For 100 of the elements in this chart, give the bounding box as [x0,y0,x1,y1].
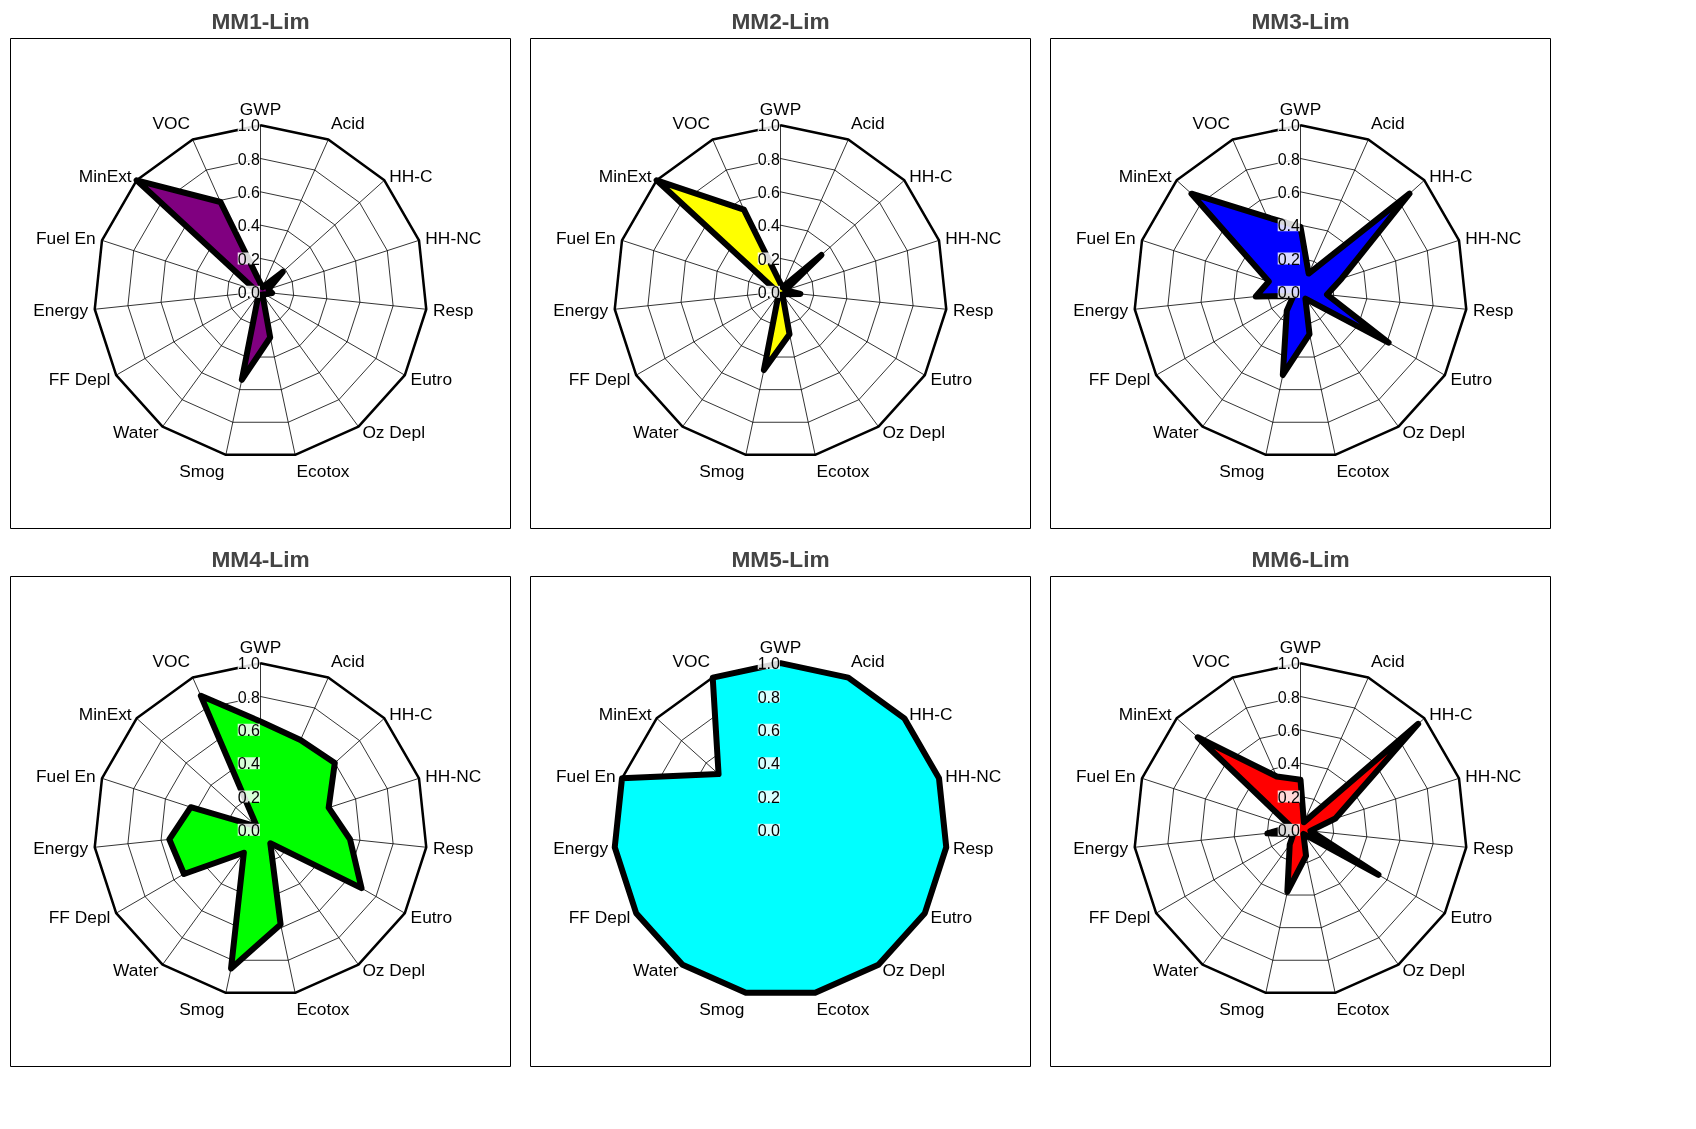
spoke-label: Fuel En [35,228,96,249]
y-tick-label: 0.4 [1277,755,1301,773]
spoke-label: Ecotox [1336,461,1390,482]
spoke-label: Oz Depl [1402,960,1465,981]
spoke-label: Eutro [410,368,453,389]
spoke-label: VOC [672,651,711,672]
spoke-label: Eutro [410,906,453,927]
spoke-label: VOC [672,113,711,134]
spoke-label: Smog [699,461,745,482]
spoke-label: Smog [699,999,745,1020]
spoke-label: Resp [432,299,474,320]
spoke-label: Eutro [1450,368,1493,389]
y-tick-label: 0.0 [237,283,261,301]
y-tick-label: 1.0 [237,117,261,135]
chart-title: MM2-Lim [731,7,830,34]
spoke-label: Energy [553,837,609,858]
spoke-label: MinExt [78,703,132,724]
spoke-label: Smog [1219,999,1265,1020]
y-tick-label: 1.0 [757,117,781,135]
spoke-label: MinExt [598,165,652,186]
y-tick-label: 0.0 [757,821,781,839]
spoke-label: HH-NC [425,766,482,787]
spoke-label: GWP [1279,636,1322,657]
spoke-label: Water [113,422,159,443]
chart-title: MM4-Lim [211,545,310,572]
spoke-label: Eutro [930,906,973,927]
spoke-label: GWP [759,98,802,119]
spoke-label: Resp [432,837,474,858]
spoke-label: HH-C [389,165,433,186]
spoke-label: Oz Depl [362,422,425,443]
y-tick-label: 0.6 [237,183,261,201]
spoke-label: Fuel En [35,766,96,787]
y-tick-label: 0.4 [757,755,781,773]
spoke-label: Water [633,960,679,981]
spoke-label: Fuel En [555,228,616,249]
spoke-label: Fuel En [1075,228,1136,249]
y-tick-label: 0.8 [757,688,781,706]
spoke-label: Acid [851,651,885,672]
spoke-label: HH-C [389,703,433,724]
spoke-label: FF Depl [1088,906,1151,927]
spoke-label: Resp [1472,837,1514,858]
chart-title: MM1-Lim [211,7,310,34]
spoke-label: Energy [553,299,609,320]
spoke-label: Water [1153,422,1199,443]
y-tick-label: 1.0 [237,655,261,673]
spoke-label: HH-C [909,165,953,186]
chart-title: MM5-Lim [731,545,830,572]
spoke-label: HH-C [1429,703,1473,724]
spoke-label: VOC [1192,651,1231,672]
spoke-label: VOC [152,113,191,134]
spoke-label: HH-NC [1465,766,1522,787]
spoke-label: Smog [179,461,225,482]
y-tick-label: 0.2 [1277,788,1301,806]
spoke-label: GWP [239,98,282,119]
spoke-label: Resp [952,299,994,320]
spoke-label: Ecotox [1336,999,1390,1020]
spoke-label: HH-C [909,703,953,724]
spoke-label: MinExt [1118,165,1172,186]
y-tick-label: 0.8 [1277,150,1301,168]
y-tick-label: 0.4 [237,755,261,773]
y-tick-label: 0.0 [237,821,261,839]
spoke-label: Acid [1371,113,1405,134]
spoke-label: Ecotox [816,999,870,1020]
y-tick-label: 0.8 [757,150,781,168]
y-tick-label: 0.0 [1277,821,1301,839]
y-tick-label: 0.2 [237,788,261,806]
spoke-label: Energy [1073,299,1129,320]
spoke-label: FF Depl [568,906,631,927]
y-tick-label: 0.0 [1277,283,1301,301]
spoke-label: Eutro [1450,906,1493,927]
spoke-label: FF Depl [568,368,631,389]
y-tick-label: 0.6 [1277,183,1301,201]
y-tick-label: 0.0 [757,283,781,301]
y-tick-label: 1.0 [1277,117,1301,135]
y-tick-label: 1.0 [757,655,781,673]
spoke-label: Acid [851,113,885,134]
spoke-label: Smog [1219,461,1265,482]
spoke-label: Acid [331,113,365,134]
spoke-label: Resp [952,837,994,858]
spoke-label: Oz Depl [362,960,425,981]
spoke-label: Ecotox [296,461,350,482]
spoke-label: Acid [331,651,365,672]
spoke-label: Oz Depl [882,960,945,981]
y-tick-label: 0.2 [757,788,781,806]
spoke-label: Energy [1073,837,1129,858]
spoke-label: Water [1153,960,1199,981]
y-tick-label: 1.0 [1277,655,1301,673]
y-tick-label: 0.8 [1277,688,1301,706]
spoke-label: Fuel En [555,766,616,787]
chart-title: MM6-Lim [1251,545,1350,572]
y-tick-label: 0.6 [1277,721,1301,739]
spoke-label: Water [113,960,159,981]
chart-title: MM3-Lim [1251,7,1350,34]
y-tick-label: 0.2 [1277,250,1301,268]
y-tick-label: 0.6 [237,721,261,739]
spoke-label: Ecotox [816,461,870,482]
spoke-label: GWP [1279,98,1322,119]
y-tick-label: 0.6 [757,183,781,201]
spoke-label: VOC [152,651,191,672]
y-tick-label: 0.6 [757,721,781,739]
